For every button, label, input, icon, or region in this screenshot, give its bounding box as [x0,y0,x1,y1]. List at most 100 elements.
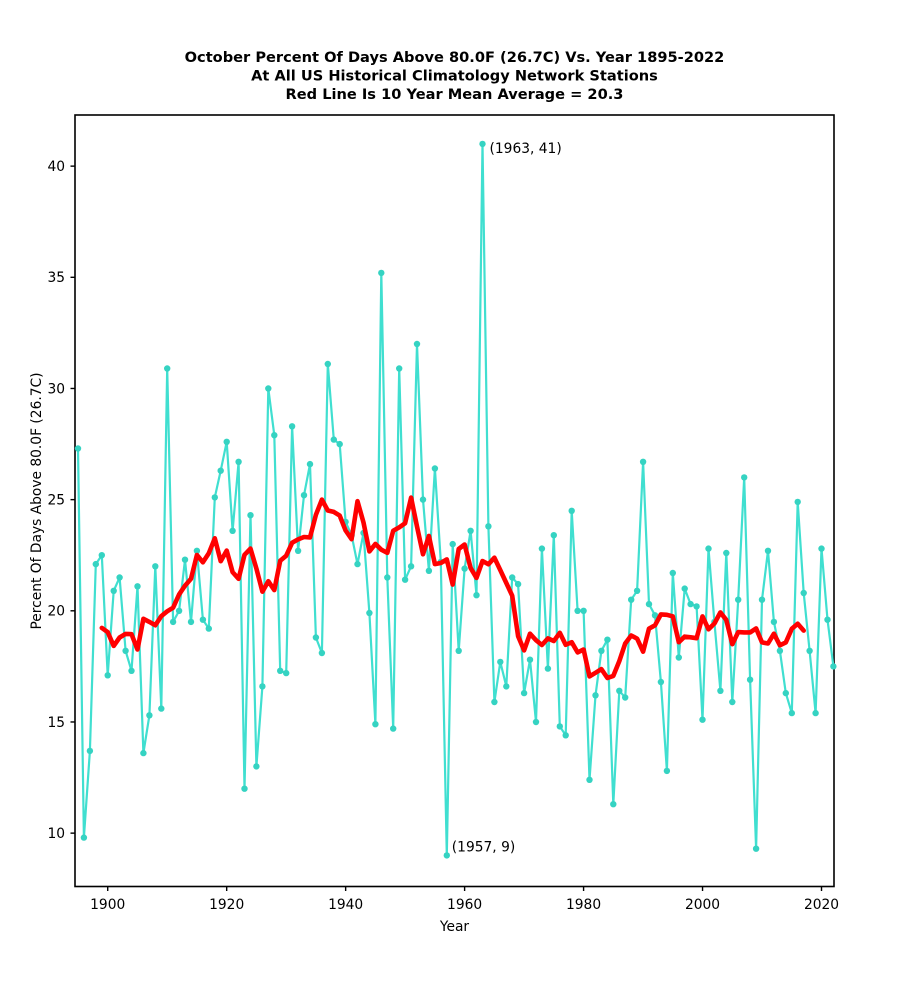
data-point-marker [372,721,379,728]
data-point-marker [604,636,611,643]
data-point-marker [413,340,421,348]
data-point-marker [312,634,320,641]
data-point-marker [776,647,784,654]
data-point-marker [455,647,462,654]
data-point-marker [401,576,409,583]
data-point-marker [693,603,700,610]
data-series [74,140,837,859]
data-point-marker [110,587,117,594]
data-point-marker [140,749,147,757]
data-point-marker [645,600,653,608]
y-tick-label: 40 [47,159,65,175]
data-point-marker [419,496,427,503]
data-point-marker [294,547,302,554]
data-point-marker [497,658,504,666]
data-point-marker [574,607,581,614]
data-point-marker [705,545,712,552]
data-point-marker [134,583,141,590]
data-point-marker [538,545,546,552]
data-point-marker [514,580,522,588]
data-point-marker [92,560,100,568]
data-point-marker [520,689,528,697]
data-point-marker [616,687,623,694]
data-point-marker [80,834,88,841]
data-point-marker [788,709,795,717]
data-point-marker [86,747,94,755]
data-point-marker [586,776,593,783]
data-point-marker [271,432,278,439]
data-point-marker [509,574,516,581]
x-tick-label: 1960 [447,897,482,913]
data-point-marker [318,649,326,657]
axes: 1900 1920 1940 1960 1980 2000 2020 10 15 20 25 30 35… [47,159,839,913]
data-point-marker [223,438,230,445]
data-point-marker [633,587,641,594]
data-point-marker [247,512,254,519]
data-point-marker [800,589,807,597]
data-point-marker [764,547,772,554]
x-tick-label: 1920 [209,897,244,913]
data-point-marker [675,654,682,661]
data-point-marker [283,669,290,677]
y-tick-label: 10 [47,826,65,842]
data-point-marker [526,656,534,663]
data-point-marker [235,458,242,465]
data-point-marker [336,440,343,448]
data-point-marker [485,523,492,530]
data-point-marker [723,549,730,557]
data-point-marker [568,507,575,514]
data-point-marker [407,563,415,570]
data-point-marker [669,569,676,577]
chart-title-line1: October Percent Of Days Above 80.0F (26.… [185,49,725,66]
data-point-marker [532,718,540,726]
y-tick-label: 25 [47,492,65,508]
x-tick-label: 2020 [804,897,839,913]
data-point-marker [794,498,801,506]
data-point-marker [128,667,135,674]
data-point-marker [663,767,671,775]
y-axis-label: Percent Of Days Above 80.0F (26.7C) [29,372,45,629]
data-point-marker [770,618,778,626]
data-point-marker [681,585,688,592]
data-point-marker [229,527,236,534]
data-point-marker [169,618,177,626]
data-point-marker [265,385,272,392]
data-point-marker [211,494,218,501]
y-tick-label: 15 [47,715,65,731]
data-point-marker [354,560,361,568]
data-point-marker [752,845,760,852]
data-point-marker [146,712,153,719]
data-point-marker [187,618,195,626]
data-point-marker [758,596,766,603]
mean-series-line [99,495,807,681]
data-point-marker [735,596,742,603]
data-point-marker [818,545,825,552]
data-point-marker [741,474,748,481]
data-point-marker [562,732,569,739]
data-point-marker [503,683,510,690]
data-point-marker [729,698,736,706]
chart-title-line2: At All US Historical Climatology Network… [251,68,658,85]
data-point-marker [550,532,557,539]
data-point-marker [556,723,563,730]
data-point-marker [104,672,111,679]
data-point-marker [657,678,665,686]
data-point-marker [622,694,629,701]
data-point-marker [205,625,212,632]
data-point-marker [806,647,813,654]
data-point-marker [152,563,159,570]
data-point-marker [116,574,123,581]
x-tick-label: 1980 [566,897,601,913]
chart-title-line3: Red Line Is 10 Year Mean Average = 20.3 [286,86,624,103]
data-point-marker [98,552,106,559]
y-tick-label: 20 [47,604,65,620]
data-point-marker [431,465,439,472]
data-point-marker [479,140,486,148]
data-point-marker [473,592,480,599]
data-point-marker [592,692,599,699]
data-point-marker [390,725,397,732]
data-point-marker [330,436,337,443]
data-point-marker [449,540,456,548]
data-point-marker [217,467,224,474]
